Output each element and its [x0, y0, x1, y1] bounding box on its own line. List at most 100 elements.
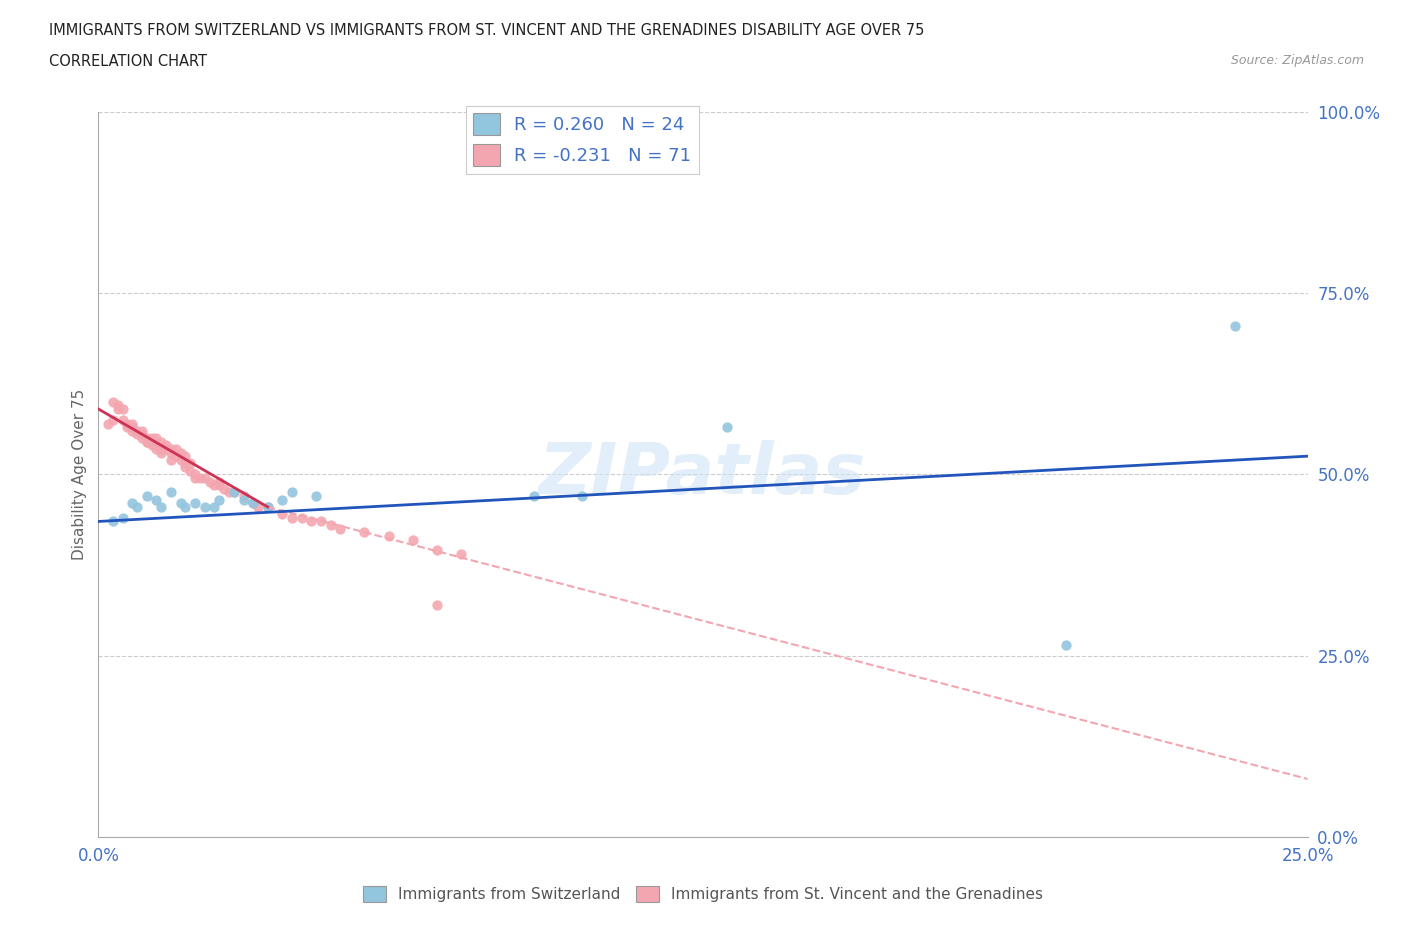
Point: [150, 445, 173, 460]
Point: [179, 463, 201, 478]
Point: [145, 442, 167, 457]
Point: [160, 452, 183, 467]
Point: [127, 423, 149, 438]
Point: [135, 434, 157, 449]
Point: [150, 434, 173, 449]
Point: [101, 394, 124, 409]
Point: [174, 456, 197, 471]
Point: [107, 398, 129, 413]
Y-axis label: Disability Age Over 75: Disability Age Over 75: [72, 389, 87, 560]
Point: [169, 445, 191, 460]
Point: [107, 402, 129, 417]
Point: [571, 488, 593, 503]
Text: CORRELATION CHART: CORRELATION CHART: [49, 54, 207, 69]
Point: [450, 547, 472, 562]
Point: [353, 525, 375, 539]
Point: [111, 402, 134, 417]
Point: [135, 488, 157, 503]
Point: [242, 496, 264, 511]
Point: [281, 511, 304, 525]
Point: [232, 492, 254, 507]
Point: [184, 471, 207, 485]
Legend: R = 0.260   N = 24, R = -0.231   N = 71: R = 0.260 N = 24, R = -0.231 N = 71: [465, 106, 699, 174]
Point: [150, 442, 173, 457]
Point: [208, 474, 231, 489]
Point: [174, 459, 197, 474]
Point: [218, 485, 240, 500]
Point: [222, 485, 245, 500]
Point: [523, 488, 546, 503]
Point: [184, 467, 207, 482]
Point: [402, 532, 425, 547]
Point: [121, 416, 143, 431]
Point: [135, 431, 157, 445]
Point: [271, 507, 294, 522]
Point: [145, 438, 167, 453]
Point: [247, 499, 270, 514]
Point: [271, 492, 294, 507]
Point: [290, 511, 312, 525]
Point: [256, 499, 278, 514]
Point: [198, 474, 221, 489]
Point: [194, 471, 217, 485]
Point: [135, 434, 157, 449]
Point: [169, 452, 191, 467]
Point: [174, 449, 197, 464]
Point: [319, 518, 342, 533]
Point: [101, 413, 124, 428]
Point: [426, 543, 449, 558]
Point: [179, 456, 201, 471]
Point: [1223, 318, 1246, 333]
Point: [305, 488, 328, 503]
Point: [121, 419, 143, 434]
Point: [299, 514, 322, 529]
Point: [145, 431, 167, 445]
Point: [208, 492, 231, 507]
Point: [329, 521, 352, 536]
Point: [121, 496, 143, 511]
Point: [222, 485, 245, 500]
Point: [426, 597, 449, 612]
Point: [131, 431, 153, 445]
Point: [242, 496, 264, 511]
Point: [184, 496, 207, 511]
Point: [127, 499, 149, 514]
Point: [141, 438, 163, 453]
Text: ZIPatlas: ZIPatlas: [540, 440, 866, 509]
Point: [160, 445, 183, 460]
Point: [111, 511, 134, 525]
Point: [145, 492, 167, 507]
Legend: Immigrants from Switzerland, Immigrants from St. Vincent and the Grenadines: Immigrants from Switzerland, Immigrants …: [357, 880, 1049, 909]
Point: [165, 449, 187, 464]
Point: [117, 416, 139, 431]
Point: [716, 419, 738, 434]
Point: [188, 471, 211, 485]
Point: [117, 419, 139, 434]
Point: [155, 442, 177, 457]
Point: [141, 434, 163, 449]
Point: [155, 438, 177, 453]
Point: [281, 485, 304, 500]
Point: [165, 442, 187, 457]
Point: [150, 499, 173, 514]
Point: [127, 427, 149, 442]
Point: [160, 485, 183, 500]
Point: [204, 499, 226, 514]
Point: [131, 423, 153, 438]
Point: [377, 528, 399, 543]
Point: [121, 423, 143, 438]
Point: [160, 442, 183, 457]
Point: [204, 478, 226, 493]
Point: [194, 499, 217, 514]
Point: [169, 496, 191, 511]
Point: [101, 514, 124, 529]
Point: [208, 478, 231, 493]
Point: [1054, 637, 1077, 652]
Point: [111, 413, 134, 428]
Point: [141, 431, 163, 445]
Point: [97, 416, 120, 431]
Point: [232, 488, 254, 503]
Point: [212, 482, 235, 497]
Point: [174, 499, 197, 514]
Text: IMMIGRANTS FROM SWITZERLAND VS IMMIGRANTS FROM ST. VINCENT AND THE GRENADINES DI: IMMIGRANTS FROM SWITZERLAND VS IMMIGRANT…: [49, 23, 925, 38]
